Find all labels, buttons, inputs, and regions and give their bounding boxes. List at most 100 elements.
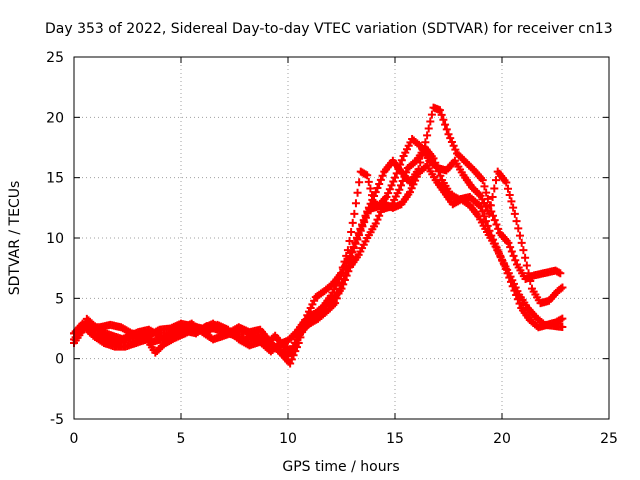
- data-point: [348, 248, 357, 257]
- data-point: [558, 323, 567, 332]
- y-tick-label: 0: [55, 352, 64, 368]
- chart-title: Day 353 of 2022, Sidereal Day-to-day VTE…: [45, 21, 613, 37]
- data-point: [348, 218, 357, 227]
- data-point: [363, 171, 372, 180]
- data-point: [394, 164, 403, 173]
- data-point: [515, 299, 524, 308]
- data-point: [349, 244, 358, 253]
- x-tick-label: 10: [279, 431, 297, 447]
- data-point: [346, 253, 355, 262]
- data-point: [510, 286, 519, 295]
- data-point: [507, 197, 516, 206]
- data-point: [513, 295, 522, 304]
- data-point: [334, 289, 343, 298]
- data-point: [444, 130, 453, 139]
- data-point: [387, 181, 396, 190]
- data-point: [355, 178, 364, 187]
- data-point: [519, 246, 528, 255]
- data-point: [395, 185, 404, 194]
- data-point: [490, 184, 499, 193]
- data-point: [364, 177, 373, 186]
- data-point: [517, 238, 526, 247]
- data-point: [371, 188, 380, 197]
- x-tick-label: 20: [493, 431, 511, 447]
- data-point: [481, 217, 490, 226]
- x-tick-label: 15: [386, 431, 404, 447]
- data-point: [416, 158, 425, 167]
- data-point: [512, 290, 521, 299]
- data-point: [505, 273, 514, 282]
- y-axis-ticks: -5 0 5 10 15 20 25: [46, 50, 609, 428]
- data-point: [480, 182, 489, 191]
- data-point: [392, 169, 401, 178]
- data-point: [366, 184, 375, 193]
- y-tick-label: -5: [50, 412, 64, 428]
- data-point: [336, 284, 345, 293]
- data-point: [509, 203, 518, 212]
- data-point: [423, 131, 432, 140]
- data-point: [436, 171, 445, 180]
- data-point: [506, 277, 515, 286]
- data-point: [396, 160, 405, 169]
- data-point: [503, 269, 512, 278]
- data-point: [507, 247, 516, 256]
- data-point: [351, 199, 360, 208]
- data-point: [353, 235, 362, 244]
- data-point: [343, 264, 352, 273]
- data-point: [385, 185, 394, 194]
- data-point: [356, 226, 365, 235]
- data-point: [347, 227, 356, 236]
- data-point: [556, 284, 565, 293]
- data-point: [514, 224, 523, 233]
- x-tick-label: 0: [70, 431, 79, 447]
- data-point: [442, 125, 451, 134]
- data-point: [361, 213, 370, 222]
- data-point: [492, 220, 501, 229]
- data-point: [449, 141, 458, 150]
- data-point: [358, 222, 367, 231]
- data-point: [502, 178, 511, 187]
- data-point: [397, 156, 406, 165]
- data-point: [389, 177, 398, 186]
- data-point: [488, 192, 497, 201]
- data-point: [286, 359, 295, 368]
- data-point: [490, 216, 499, 225]
- data-point: [439, 115, 448, 124]
- data-point: [331, 299, 340, 308]
- data-point: [337, 279, 346, 288]
- data-point: [339, 275, 348, 284]
- data-point: [447, 137, 456, 146]
- data-point: [353, 188, 362, 197]
- data-point: [373, 184, 382, 193]
- data-point: [426, 117, 435, 126]
- y-tick-label: 5: [55, 291, 64, 307]
- data-point: [441, 120, 450, 129]
- data-point: [478, 207, 487, 216]
- data-point: [424, 124, 433, 133]
- data-point: [391, 173, 399, 182]
- data-point: [500, 260, 509, 269]
- data-point: [291, 339, 300, 348]
- data-point: [350, 209, 359, 218]
- data-point: [351, 239, 360, 248]
- data-point: [485, 209, 494, 218]
- y-tick-label: 20: [46, 110, 64, 126]
- data-point: [504, 238, 513, 247]
- data-point: [558, 314, 567, 323]
- x-axis-label: GPS time / hours: [282, 459, 399, 475]
- data-point: [343, 246, 352, 255]
- data-point: [396, 181, 405, 190]
- data-point: [421, 138, 430, 147]
- data-point: [360, 218, 369, 227]
- data-point: [287, 355, 296, 364]
- data-point: [437, 110, 446, 119]
- data-point: [363, 209, 372, 218]
- data-point: [524, 269, 533, 278]
- x-tick-label: 25: [600, 431, 618, 447]
- data-point: [503, 184, 512, 193]
- data-point: [344, 259, 353, 268]
- data-point: [556, 269, 565, 278]
- x-tick-label: 5: [177, 431, 186, 447]
- grid-lines: [74, 57, 609, 419]
